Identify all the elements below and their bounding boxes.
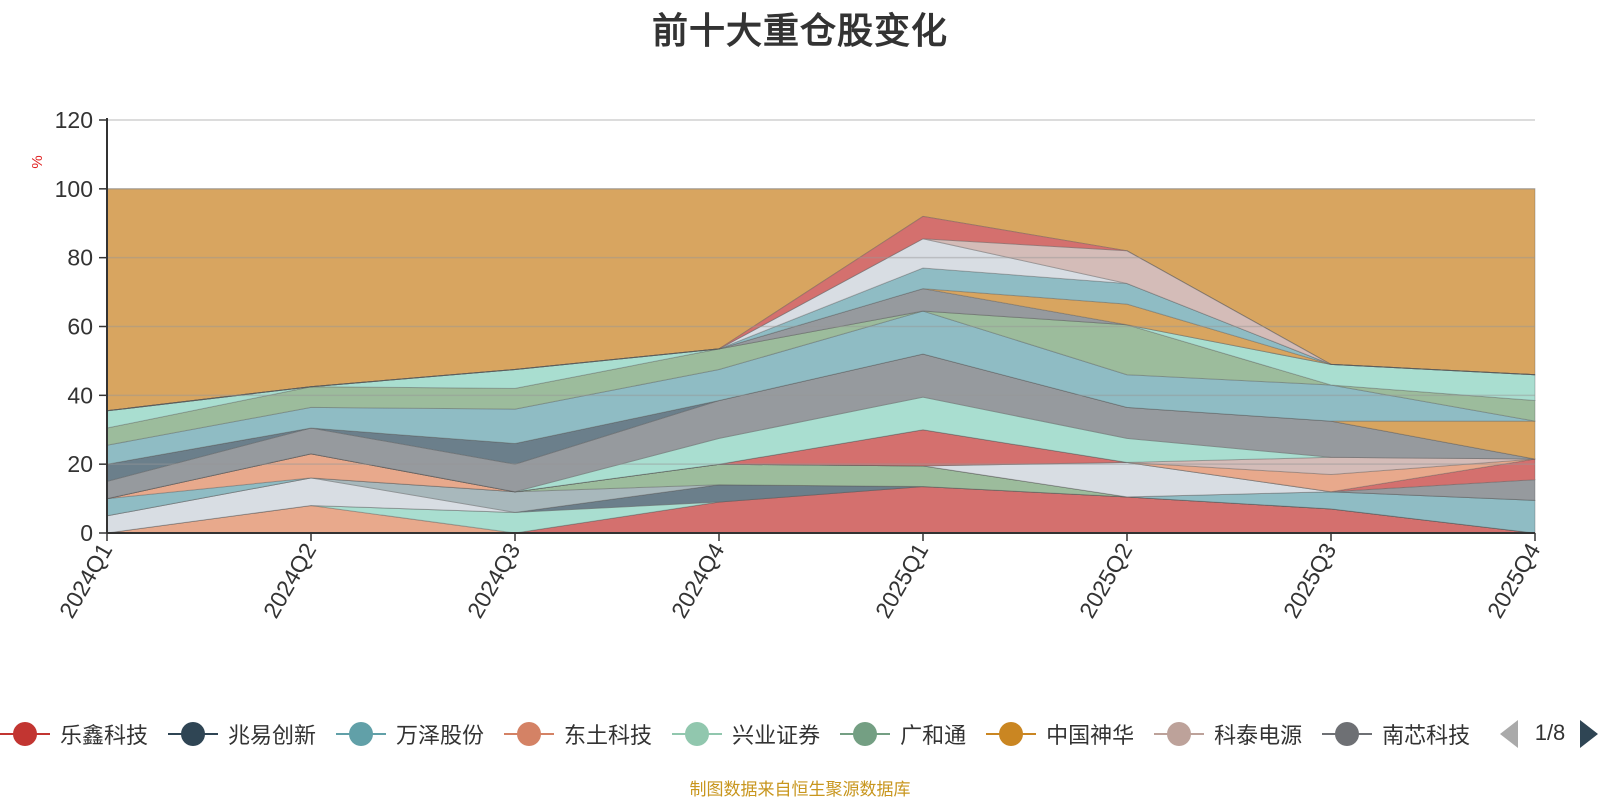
legend-label: 广和通 xyxy=(900,723,967,748)
legend-page-indicator: 1/8 xyxy=(1534,720,1566,745)
y-tick-label-40: 40 xyxy=(67,382,93,408)
y-tick-label-100: 100 xyxy=(55,176,93,202)
legend-item-2[interactable]: 万泽股份 xyxy=(336,718,484,750)
legend-item-0[interactable]: 乐鑫科技 xyxy=(0,718,148,750)
legend-item-1[interactable]: 兆易创新 xyxy=(168,718,316,750)
legend-label: 兴业证券 xyxy=(732,723,821,748)
x-tick-label-2025Q4: 2025Q4 xyxy=(1482,538,1546,622)
legend-prev-icon[interactable] xyxy=(1500,720,1518,748)
legend-pager: 1/8 xyxy=(1500,718,1600,750)
stacked-area-chart: 0 20 40 60 80 100 120 2024Q1 2024Q2 2024Q3 2024Q4 2… xyxy=(29,107,1546,623)
legend-item-6[interactable]: 中国神华 xyxy=(986,718,1134,750)
legend-marker-icon xyxy=(986,722,1037,746)
x-tick-label-2024Q1: 2024Q1 xyxy=(54,539,117,623)
legend-marker-icon xyxy=(672,722,723,746)
chart-title: 前十大重仓股变化 xyxy=(651,10,948,51)
legend-item-3[interactable]: 东土科技 xyxy=(504,718,652,750)
legend-next-icon[interactable] xyxy=(1580,720,1598,748)
legend-label: 科泰电源 xyxy=(1214,723,1303,748)
legend-marker-icon xyxy=(0,722,50,746)
legend-marker-icon xyxy=(504,722,555,746)
x-tick-label-2025Q1: 2025Q1 xyxy=(870,539,933,623)
source-note: 制图数据来自恒生聚源数据库 xyxy=(689,780,911,799)
legend-label: 中国神华 xyxy=(1046,723,1135,748)
legend-marker-icon xyxy=(840,722,891,746)
area-series-group xyxy=(106,188,1536,534)
legend: 乐鑫科技 兆易创新 万泽股份 东土科技 兴业证券 广和通 中国神华 科泰电源 南芯科技 xyxy=(0,716,1490,752)
x-tick-label-2024Q4: 2024Q4 xyxy=(666,538,730,622)
legend-marker-icon xyxy=(168,722,219,746)
x-tick-label-2024Q3: 2024Q3 xyxy=(462,539,525,623)
legend-label: 南芯科技 xyxy=(1382,723,1471,748)
legend-item-8[interactable]: 南芯科技 xyxy=(1322,718,1470,750)
y-tick-label-120: 120 xyxy=(55,107,93,133)
legend-marker-icon xyxy=(336,722,387,746)
x-tick-label-2024Q2: 2024Q2 xyxy=(258,539,321,623)
y-tick-label-20: 20 xyxy=(67,451,93,477)
legend-label: 兆易创新 xyxy=(228,723,317,748)
y-tick-label-0: 0 xyxy=(80,520,93,546)
y-axis-label: % xyxy=(29,155,46,168)
x-tick-label-2025Q3: 2025Q3 xyxy=(1278,539,1341,623)
legend-label: 万泽股份 xyxy=(396,723,485,748)
area-series-19 xyxy=(106,310,1536,446)
legend-item-5[interactable]: 广和通 xyxy=(840,718,966,750)
area-series-26 xyxy=(106,215,1536,412)
legend-label: 东土科技 xyxy=(564,723,653,748)
legend-marker-icon xyxy=(1322,722,1373,746)
legend-label: 乐鑫科技 xyxy=(60,723,149,748)
x-tick-label-2025Q2: 2025Q2 xyxy=(1074,539,1137,623)
area-series-20 xyxy=(106,310,1536,429)
legend-marker-icon xyxy=(1154,722,1205,746)
legend-items: 乐鑫科技 兆易创新 万泽股份 东土科技 兴业证券 广和通 中国神华 科泰电源 南芯科技 xyxy=(0,716,1490,752)
legend-item-7[interactable]: 科泰电源 xyxy=(1154,718,1302,750)
grid-lines xyxy=(107,119,1535,465)
legend-item-4[interactable]: 兴业证券 xyxy=(672,718,820,750)
y-tick-label-60: 60 xyxy=(67,314,93,340)
y-tick-label-80: 80 xyxy=(67,245,93,271)
